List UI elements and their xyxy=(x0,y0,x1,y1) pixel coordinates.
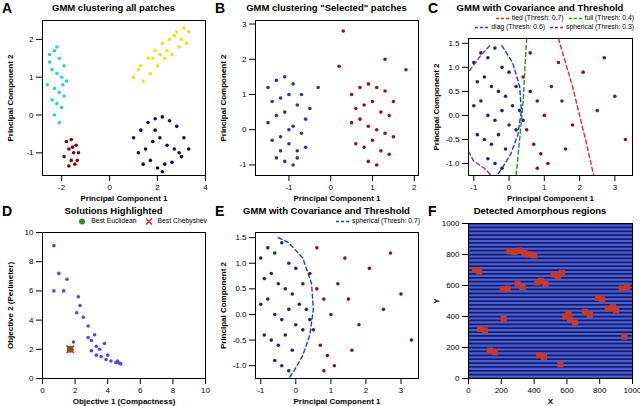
svg-text:Principal Component 1: Principal Component 1 xyxy=(293,397,381,406)
svg-text:-0.5: -0.5 xyxy=(446,135,460,144)
svg-text:2: 2 xyxy=(73,386,78,395)
svg-text:200: 200 xyxy=(495,386,509,395)
svg-text:0: 0 xyxy=(40,386,45,395)
svg-text:Principal Component 1: Principal Component 1 xyxy=(80,194,168,203)
svg-text:0: 0 xyxy=(507,183,512,192)
svg-text:0.5: 0.5 xyxy=(448,87,460,96)
svg-text:-1.0: -1.0 xyxy=(446,159,460,168)
html-text:Best Euclidean: Best Euclidean xyxy=(91,217,137,224)
svg-text:2: 2 xyxy=(242,55,247,64)
svg-text:6: 6 xyxy=(138,386,143,395)
svg-text:400: 400 xyxy=(446,312,460,321)
svg-text:8: 8 xyxy=(29,257,34,266)
html-text:GMM with Covariance and Thresh: GMM with Covariance and Threshold xyxy=(456,2,624,13)
svg-text:1.0: 1.0 xyxy=(235,259,247,268)
svg-text:Objective 2 (Perimeter): Objective 2 (Perimeter) xyxy=(6,262,15,349)
svg-text:Principal Component 1: Principal Component 1 xyxy=(507,194,595,203)
html-text:full (Thresh: 0.4): full (Thresh: 0.4) xyxy=(584,14,634,21)
html-text:E: E xyxy=(215,203,225,219)
svg-text:800: 800 xyxy=(593,386,607,395)
svg-text:4: 4 xyxy=(29,316,34,325)
svg-text:X: X xyxy=(548,397,554,406)
svg-text:3: 3 xyxy=(242,20,247,29)
svg-text:-2: -2 xyxy=(58,183,66,192)
html-text:Best Chebyshev: Best Chebyshev xyxy=(157,217,207,224)
svg-text:Principal Component 2: Principal Component 2 xyxy=(219,54,228,142)
svg-text:1: 1 xyxy=(29,73,34,82)
svg-text:0: 0 xyxy=(29,111,34,120)
svg-text:1.5: 1.5 xyxy=(235,233,247,242)
svg-text:0: 0 xyxy=(242,125,247,134)
svg-text:0.5: 0.5 xyxy=(235,284,247,293)
html-text:spherical (Thresh: 0.3): spherical (Thresh: 0.3) xyxy=(566,23,634,30)
svg-text:800: 800 xyxy=(446,250,460,259)
svg-text:1000: 1000 xyxy=(624,386,640,395)
svg-text:-0.5: -0.5 xyxy=(233,336,247,345)
svg-text:-1: -1 xyxy=(257,386,265,395)
svg-text:2: 2 xyxy=(155,183,160,192)
svg-text:3: 3 xyxy=(399,386,404,395)
svg-text:2: 2 xyxy=(577,183,582,192)
svg-text:200: 200 xyxy=(446,343,460,352)
svg-text:0: 0 xyxy=(294,386,299,395)
html-text:diag (Thresh: 0.6): diag (Thresh: 0.6) xyxy=(491,23,545,30)
html-text:GMM clustering all patches: GMM clustering all patches xyxy=(52,2,175,13)
svg-text:0.0: 0.0 xyxy=(448,111,460,120)
svg-text:8: 8 xyxy=(171,386,176,395)
svg-text:0: 0 xyxy=(29,374,34,383)
svg-text:400: 400 xyxy=(527,386,541,395)
svg-text:1: 1 xyxy=(370,183,375,192)
svg-text:0: 0 xyxy=(329,183,334,192)
html-text:Detected Amorphous regions: Detected Amorphous regions xyxy=(473,205,607,216)
html-text:C: C xyxy=(428,0,439,16)
svg-text:1000: 1000 xyxy=(442,219,460,228)
svg-text:Principal Component 2: Principal Component 2 xyxy=(432,63,441,151)
svg-text:0: 0 xyxy=(107,183,112,192)
html-text:GMM with Covariance and Thresh: GMM with Covariance and Threshold xyxy=(243,205,410,216)
svg-text:600: 600 xyxy=(446,281,460,290)
html-text:F: F xyxy=(428,203,437,219)
svg-text:1.5: 1.5 xyxy=(448,39,460,48)
svg-text:-1.0: -1.0 xyxy=(233,361,247,370)
svg-text:-1: -1 xyxy=(26,148,34,157)
html-text:D: D xyxy=(2,203,13,219)
svg-text:0: 0 xyxy=(455,374,460,383)
svg-text:Objective 1 (Compactness): Objective 1 (Compactness) xyxy=(73,397,176,406)
svg-text:4: 4 xyxy=(203,183,208,192)
svg-text:1: 1 xyxy=(329,386,334,395)
svg-text:1: 1 xyxy=(242,90,247,99)
svg-text:6: 6 xyxy=(29,286,34,295)
svg-text:-1: -1 xyxy=(470,183,478,192)
svg-text:600: 600 xyxy=(560,386,574,395)
svg-text:0.0: 0.0 xyxy=(235,310,247,319)
svg-text:2: 2 xyxy=(29,35,34,44)
svg-text:Y: Y xyxy=(432,298,441,304)
svg-text:3: 3 xyxy=(613,183,618,192)
svg-text:-1: -1 xyxy=(239,160,247,169)
svg-text:10: 10 xyxy=(25,228,34,237)
svg-text:1: 1 xyxy=(542,183,547,192)
svg-text:2: 2 xyxy=(29,345,34,354)
svg-text:-1: -1 xyxy=(285,183,293,192)
svg-text:Principal Component 1: Principal Component 1 xyxy=(293,194,381,203)
svg-text:0: 0 xyxy=(466,386,471,395)
html-text:A: A xyxy=(2,0,13,16)
html-text:Solutions Highlighted: Solutions Highlighted xyxy=(64,205,163,216)
html-text:B: B xyxy=(215,0,226,16)
svg-text:4: 4 xyxy=(105,386,110,395)
svg-text:Principal Component 2: Principal Component 2 xyxy=(6,54,15,142)
svg-text:Principal Component 2: Principal Component 2 xyxy=(219,261,228,349)
svg-text:1.0: 1.0 xyxy=(448,63,460,72)
svg-text:2: 2 xyxy=(412,183,417,192)
svg-text:2: 2 xyxy=(364,386,369,395)
html-text:GMM clustering "Selected" patc: GMM clustering "Selected" patches xyxy=(246,2,407,13)
html-text:tied (Thresh: 0.7): tied (Thresh: 0.7) xyxy=(511,14,564,21)
svg-text:10: 10 xyxy=(201,386,210,395)
html-text:spherical (Thresh: 0.7): spherical (Thresh: 0.7) xyxy=(352,217,420,224)
